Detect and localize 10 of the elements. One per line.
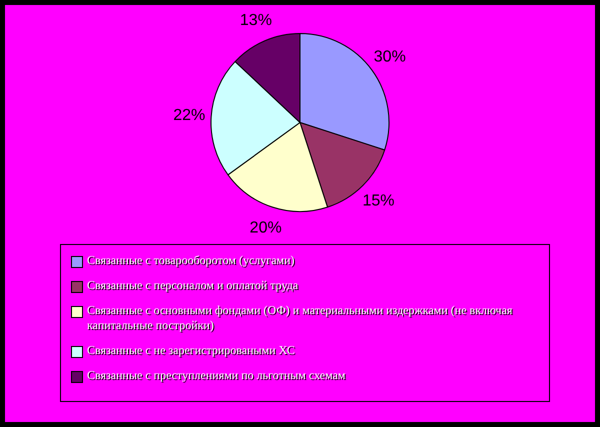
data-label: 30% <box>374 48 406 66</box>
legend-label: Связанные с персоналом и оплатой труда <box>87 278 298 293</box>
data-label: 13% <box>240 12 272 30</box>
legend-label: Связанные с преступлениями по льготным схемам <box>87 368 346 383</box>
data-label: 15% <box>362 192 395 210</box>
data-label: 22% <box>173 106 206 124</box>
legend-label: Связанные с основными фондами (ОФ) и материальными издержками (не включая капитальные постройки) <box>87 303 514 333</box>
legend-label: Связанные с не зарегистрироваными ХС <box>87 343 295 358</box>
legend-label: Связанные с товарооборотом (услугами) <box>87 253 295 268</box>
data-label: 20% <box>250 219 282 236</box>
